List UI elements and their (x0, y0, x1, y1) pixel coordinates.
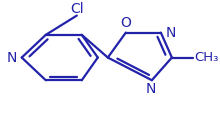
Text: N: N (6, 51, 17, 65)
Text: N: N (146, 82, 156, 96)
Text: CH₃: CH₃ (194, 51, 218, 64)
Text: O: O (120, 16, 131, 30)
Text: Cl: Cl (70, 2, 84, 16)
Text: N: N (166, 26, 176, 40)
